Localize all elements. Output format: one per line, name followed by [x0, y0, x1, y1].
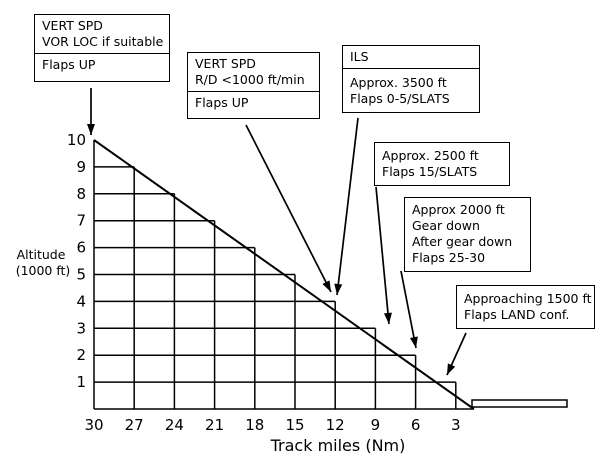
- arrowhead: [383, 312, 392, 324]
- x-tick-label: 27: [125, 416, 144, 434]
- arrowhead: [334, 283, 343, 295]
- y-tick-label: 6: [76, 239, 86, 257]
- callout-section: VERT SPD VOR LOC if suitable: [35, 15, 169, 53]
- callout-section: ILS: [343, 46, 479, 68]
- callout-gear-down: Approx 2000 ft Gear down After gear down…: [404, 197, 531, 272]
- y-tick-label: 7: [76, 212, 86, 230]
- callout-section: Flaps UP: [35, 53, 169, 81]
- x-tick-label: 24: [165, 416, 184, 434]
- callout-text: ILS: [350, 49, 369, 64]
- y-tick-label: 4: [76, 292, 86, 310]
- runway-symbol: [471, 399, 568, 408]
- x-axis-ticks: 30 27 24 21 18 15 12 9 6 3: [84, 416, 460, 434]
- y-tick-label: 8: [76, 185, 86, 203]
- callout-text: VOR LOC if suitable: [42, 34, 164, 49]
- callout-ils: ILS Approx. 3500 ft Flaps 0-5/SLATS: [342, 45, 480, 113]
- callout-text: Gear down: [412, 218, 480, 233]
- callout-section: Approaching 1500 ft Flaps LAND conf.: [457, 286, 594, 328]
- callout-text: Approaching 1500 ft: [464, 291, 592, 306]
- callout-text: Flaps 15/SLATS: [382, 164, 478, 179]
- callout-arrow: [400, 270, 417, 349]
- callout-text: Approx 2000 ft: [412, 202, 505, 217]
- callout-section: VERT SPD R/D <1000 ft/min: [188, 53, 319, 91]
- callout-text: Flaps 25-30: [412, 250, 486, 265]
- arrowhead: [322, 280, 331, 292]
- y-axis-ticks: 1 2 3 4 5 6 7 8 9 10: [67, 131, 86, 391]
- x-axis-title: Track miles (Nm): [270, 436, 406, 455]
- callout-section: Approx 2000 ft Gear down After gear down…: [405, 198, 530, 271]
- callout-section: Flaps UP: [188, 91, 319, 118]
- callout-arrow: [336, 117, 359, 296]
- y-tick-label: 3: [76, 319, 86, 337]
- callout-section: Approx. 2500 ft Flaps 15/SLATS: [375, 143, 509, 185]
- callout-text: Flaps 0-5/SLATS: [350, 91, 450, 106]
- callout-text: Flaps UP: [42, 57, 96, 72]
- altitude-grid: [93, 140, 474, 410]
- y-tick-label: 2: [76, 346, 86, 364]
- callout-text: R/D <1000 ft/min: [195, 72, 305, 87]
- x-tick-label: 30: [84, 416, 103, 434]
- callout-2500-ft: Approx. 2500 ft Flaps 15/SLATS: [374, 142, 510, 186]
- callout-vertical-speed: VERT SPD R/D <1000 ft/min Flaps UP: [187, 52, 320, 119]
- y-tick-label: 5: [76, 266, 86, 284]
- callout-text: After gear down: [412, 234, 513, 249]
- callout-text: VERT SPD: [195, 56, 256, 71]
- callout-arrow: [245, 124, 332, 293]
- x-tick-label: 3: [451, 416, 461, 434]
- x-tick-label: 9: [371, 416, 381, 434]
- callout-section: Approx. 3500 ft Flaps 0-5/SLATS: [343, 68, 479, 112]
- x-tick-label: 12: [326, 416, 345, 434]
- x-tick-label: 15: [285, 416, 304, 434]
- x-tick-label: 6: [411, 416, 421, 434]
- x-tick-label: 18: [245, 416, 264, 434]
- arrowhead: [87, 124, 95, 135]
- y-tick-label: 10: [67, 131, 86, 149]
- callout-text: Flaps LAND conf.: [464, 307, 570, 322]
- callout-top-of-descent: VERT SPD VOR LOC if suitable Flaps UP: [34, 14, 170, 82]
- descent-path-line: [93, 139, 475, 410]
- y-axis-title-line-2: (1000 ft): [16, 263, 71, 278]
- callout-text: Approx. 2500 ft: [382, 148, 479, 163]
- callout-1500-ft: Approaching 1500 ft Flaps LAND conf.: [456, 285, 595, 329]
- arrowhead: [409, 336, 418, 348]
- callout-arrows: [87, 88, 467, 376]
- y-tick-label: 9: [76, 158, 86, 176]
- callout-text: Flaps UP: [195, 95, 249, 110]
- x-tick-label: 21: [205, 416, 224, 434]
- y-axis-title-line-1: Altitude: [17, 247, 66, 262]
- callout-arrow: [375, 186, 390, 325]
- y-axis-title: Altitude (1000 ft): [16, 247, 71, 278]
- arrowhead: [447, 363, 456, 375]
- callout-text: VERT SPD: [42, 18, 103, 33]
- callout-text: Approx. 3500 ft: [350, 75, 447, 90]
- y-tick-label: 1: [76, 373, 86, 391]
